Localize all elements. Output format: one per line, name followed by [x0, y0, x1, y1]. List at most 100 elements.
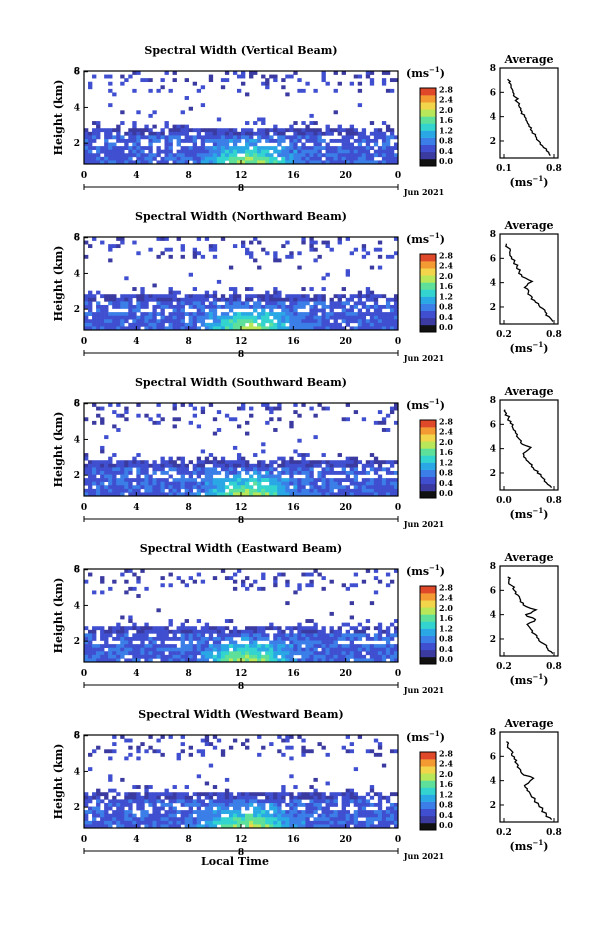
heatmap-cell: [180, 810, 185, 814]
heatmap-cell: [353, 128, 359, 133]
heatmap-cell: [393, 470, 399, 475]
avg-x-label: (ms−1): [509, 672, 548, 687]
heatmap-cell: [293, 131, 298, 136]
heatmap-cell: [88, 290, 93, 295]
heatmap-cell: [100, 474, 105, 479]
heatmap-cell: [277, 290, 282, 295]
heatmap-cell: [329, 312, 334, 316]
heatmap-cell: [180, 492, 185, 497]
heatmap-cell: [337, 146, 342, 150]
heatmap-cell: [88, 322, 93, 327]
heatmap-cell: [289, 146, 294, 150]
heatmap-cell: [152, 824, 157, 829]
heatmap-cell: [321, 406, 326, 411]
heatmap-cell: [241, 81, 246, 86]
heatmap-cell: [100, 799, 105, 804]
heatmap-cell: [277, 792, 282, 797]
heatmap-cell: [88, 810, 93, 814]
heatmap-cell: [84, 644, 89, 648]
heatmap-cell: [100, 420, 105, 425]
heatmap-cell: [232, 817, 238, 822]
heatmap-cell: [301, 492, 306, 497]
heatmap-cell: [136, 658, 141, 663]
heatmap-cell: [100, 824, 105, 829]
heatmap-cell: [108, 258, 113, 263]
heatmap-cell: [116, 654, 121, 659]
colorbar-segment: [420, 649, 436, 658]
heatmap-cell: [112, 304, 117, 309]
heatmap-cell: [128, 326, 133, 331]
heatmap-cell: [253, 488, 258, 493]
heatmap-cell: [172, 651, 177, 656]
y-tick-label-top: 8: [74, 565, 80, 575]
heatmap-cell: [212, 488, 218, 493]
heatmap-cell: [188, 138, 193, 143]
heatmap-cell: [116, 629, 121, 634]
heatmap-cell: [301, 312, 306, 316]
heatmap-cell: [369, 265, 375, 270]
heatmap-cell: [309, 658, 314, 663]
heatmap-cell: [156, 413, 161, 418]
heatmap-cell: [333, 128, 338, 133]
heatmap-cell: [180, 149, 185, 154]
heatmap-cell: [228, 322, 234, 327]
heatmap-cell: [164, 294, 169, 299]
heatmap-cell: [108, 131, 113, 136]
heatmap-cell: [269, 470, 274, 475]
heatmap-cell: [208, 312, 214, 316]
heatmap-cell: [261, 449, 266, 454]
heatmap-cell: [220, 237, 226, 241]
heatmap-cell: [88, 636, 93, 641]
colorbar-segment: [420, 88, 436, 96]
heatmap-cell: [369, 78, 375, 83]
heatmap-cell: [172, 481, 177, 486]
heatmap-cell: [257, 813, 262, 818]
heatmap-cell: [317, 572, 322, 577]
heatmap-cell: [104, 813, 109, 818]
heatmap-cell: [120, 160, 125, 165]
heatmap-cell: [385, 149, 391, 154]
heatmap-cell: [112, 149, 117, 154]
heatmap-cell: [212, 146, 218, 150]
heatmap-cell: [100, 304, 105, 309]
heatmap-cell: [289, 774, 294, 779]
heatmap-cell: [273, 326, 278, 331]
heatmap-cell: [341, 824, 346, 829]
heatmap-cell: [108, 456, 113, 461]
heatmap-cell: [116, 315, 121, 320]
heatmap-cell: [265, 478, 270, 482]
heatmap-cell: [309, 319, 314, 324]
heatmap-cell: [88, 244, 93, 249]
heatmap-cell: [152, 315, 157, 320]
heatmap-cell: [148, 820, 153, 825]
heatmap-cell: [224, 467, 230, 472]
heatmap-cell: [100, 312, 105, 316]
heatmap-cell: [293, 146, 298, 150]
heatmap-cell: [164, 485, 169, 490]
heatmap-cell: [253, 467, 258, 472]
heatmap-cell: [204, 640, 210, 645]
heatmap-cell: [377, 149, 383, 154]
heatmap-cell: [164, 124, 169, 129]
heatmap-cell: [220, 478, 226, 482]
heatmap-cell: [265, 128, 270, 133]
heatmap-cell: [269, 813, 274, 818]
heatmap-cell: [349, 142, 355, 147]
heatmap-cell: [273, 315, 278, 320]
heatmap-cell: [329, 636, 334, 641]
heatmap-cell: [377, 131, 383, 136]
heatmap-cell: [204, 813, 210, 818]
heatmap-cell: [333, 304, 338, 309]
heatmap-cell: [269, 622, 274, 627]
heatmap-cell: [92, 237, 97, 241]
heatmap-cell: [385, 135, 391, 140]
heatmap-cell: [144, 135, 149, 140]
heatmap-cell: [377, 579, 383, 584]
heatmap-cell: [301, 160, 306, 165]
heatmap-cell: [184, 485, 189, 490]
heatmap-cell: [277, 406, 282, 411]
heatmap-cell: [341, 485, 346, 490]
heatmap-cell: [236, 481, 242, 486]
heatmap-cell: [96, 820, 101, 825]
heatmap-cell: [321, 485, 326, 490]
